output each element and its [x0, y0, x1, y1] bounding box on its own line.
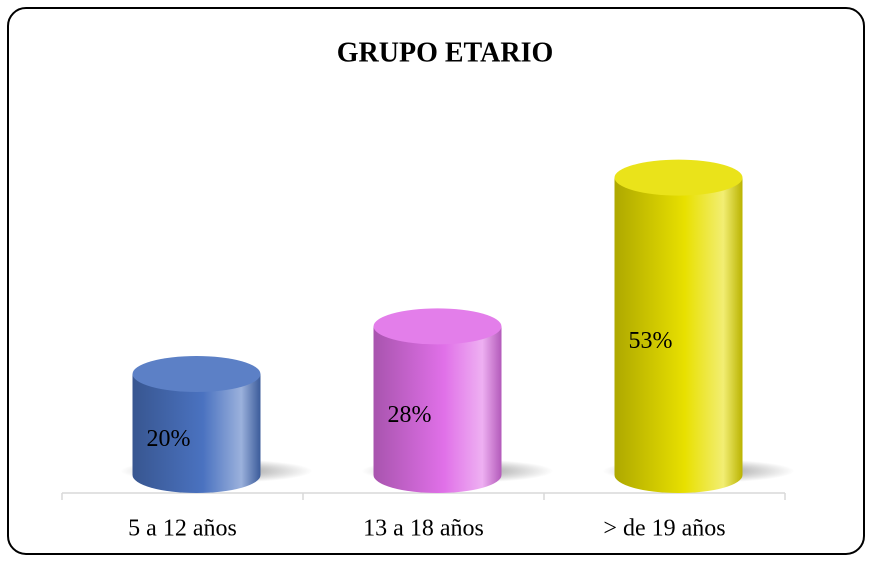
x-tick-label: 5 a 12 años	[128, 516, 237, 542]
data-label: 20%	[147, 426, 191, 452]
bar-top	[614, 159, 743, 196]
data-label: 28%	[388, 402, 432, 428]
bar	[132, 374, 261, 493]
chart-title: GRUPO ETARIO	[337, 37, 554, 68]
bar	[373, 326, 502, 493]
bar-top	[373, 308, 502, 345]
bar-top	[132, 356, 261, 392]
bar	[614, 177, 743, 493]
data-label: 53%	[629, 328, 673, 354]
x-tick-label: 13 a 18 años	[363, 516, 484, 542]
x-tick-label: > de 19 años	[603, 516, 725, 542]
